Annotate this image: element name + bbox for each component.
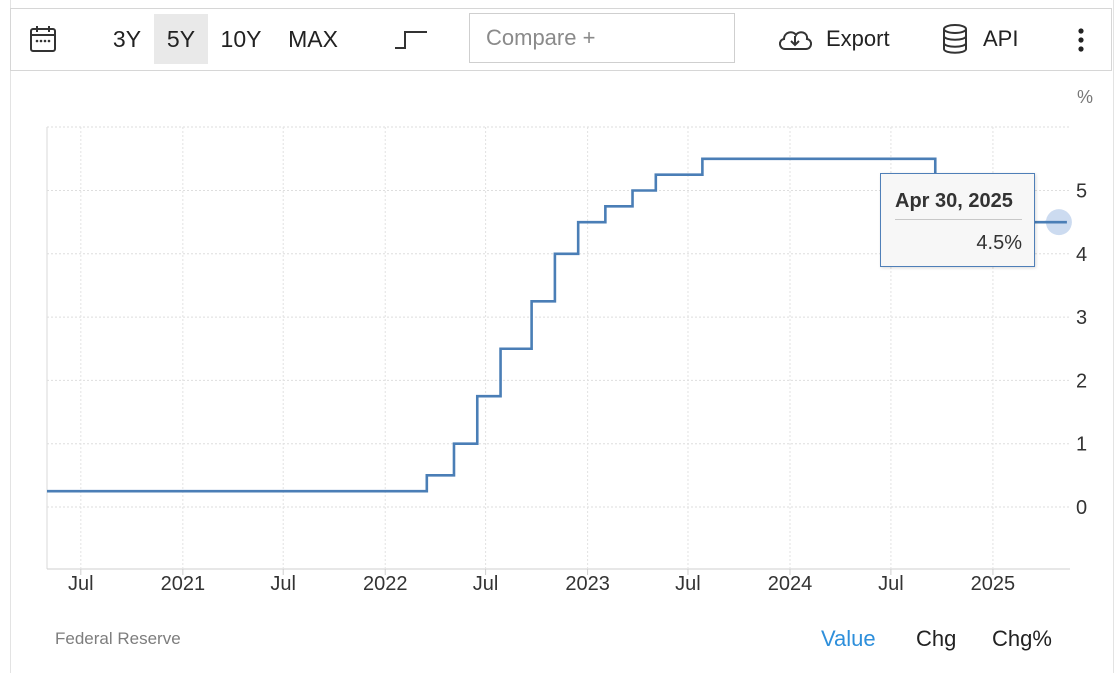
- tooltip-date: Apr 30, 2025: [895, 190, 1013, 212]
- x-tick-label: 2021: [161, 573, 206, 595]
- x-tick-label: Jul: [473, 573, 499, 595]
- chart-type-button[interactable]: [391, 23, 431, 55]
- tooltip-divider: [895, 219, 1022, 220]
- api-button[interactable]: API: [941, 21, 1018, 57]
- step-chart-icon: [395, 31, 427, 49]
- compare-input[interactable]: [469, 13, 735, 63]
- y-tick-label: 4: [1076, 244, 1087, 266]
- export-button[interactable]: Export: [776, 21, 890, 57]
- footer-tab-chg[interactable]: Chg: [916, 626, 957, 651]
- cloud-download-icon: [779, 31, 812, 50]
- calendar-button[interactable]: [25, 21, 61, 57]
- x-tick-label: 2022: [363, 573, 408, 595]
- toolbar: 3Y 5Y 10Y MAX Export API: [10, 8, 1112, 71]
- source-label: Federal Reserve: [55, 629, 181, 648]
- more-vertical-icon: [1078, 28, 1084, 52]
- more-button[interactable]: [1069, 23, 1093, 57]
- y-tick-label: 0: [1076, 497, 1087, 519]
- tooltip-value: 4.5%: [976, 232, 1022, 254]
- y-tick-label: 3: [1076, 307, 1087, 329]
- footer-tab-value[interactable]: Value: [821, 626, 876, 651]
- y-tick-label: 5: [1076, 181, 1087, 203]
- x-tick-label: 2024: [768, 573, 813, 595]
- footer-tab-chg-pct[interactable]: Chg%: [992, 626, 1052, 651]
- range-button-3y[interactable]: 3Y: [112, 26, 142, 52]
- x-tick-label: Jul: [675, 573, 701, 595]
- database-icon: [943, 24, 967, 54]
- range-button-max[interactable]: MAX: [288, 26, 338, 52]
- api-label: API: [983, 26, 1019, 51]
- chart-tooltip: Apr 30, 2025 4.5%: [880, 173, 1035, 267]
- y-tick-label: 2: [1076, 370, 1087, 392]
- series-line: [47, 157, 1059, 493]
- x-tick-label: Jul: [270, 573, 296, 595]
- y-tick-label: 1: [1076, 434, 1087, 456]
- range-button-5y[interactable]: 5Y: [154, 14, 208, 64]
- x-tick-label: Jul: [68, 573, 94, 595]
- calendar-icon: [30, 26, 56, 52]
- y-unit-label: %: [1077, 87, 1093, 107]
- range-button-10y[interactable]: 10Y: [220, 26, 262, 52]
- chart-frame: [10, 0, 1114, 673]
- x-tick-label: 2023: [565, 573, 610, 595]
- x-tick-label: Jul: [878, 573, 904, 595]
- x-tick-label: 2025: [971, 573, 1016, 595]
- export-label: Export: [826, 26, 890, 51]
